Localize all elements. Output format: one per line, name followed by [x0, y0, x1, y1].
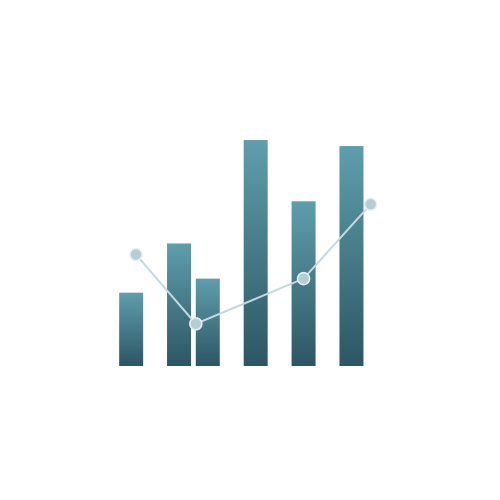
bar-6	[339, 146, 364, 366]
line-point-3	[296, 271, 311, 286]
bar-1	[119, 292, 144, 366]
bar-4	[243, 140, 268, 366]
trend-line	[134, 203, 372, 325]
line-point-4	[363, 197, 378, 212]
line-point-1	[129, 247, 143, 262]
trend-line-group	[129, 197, 378, 331]
line-point-2	[189, 317, 203, 331]
